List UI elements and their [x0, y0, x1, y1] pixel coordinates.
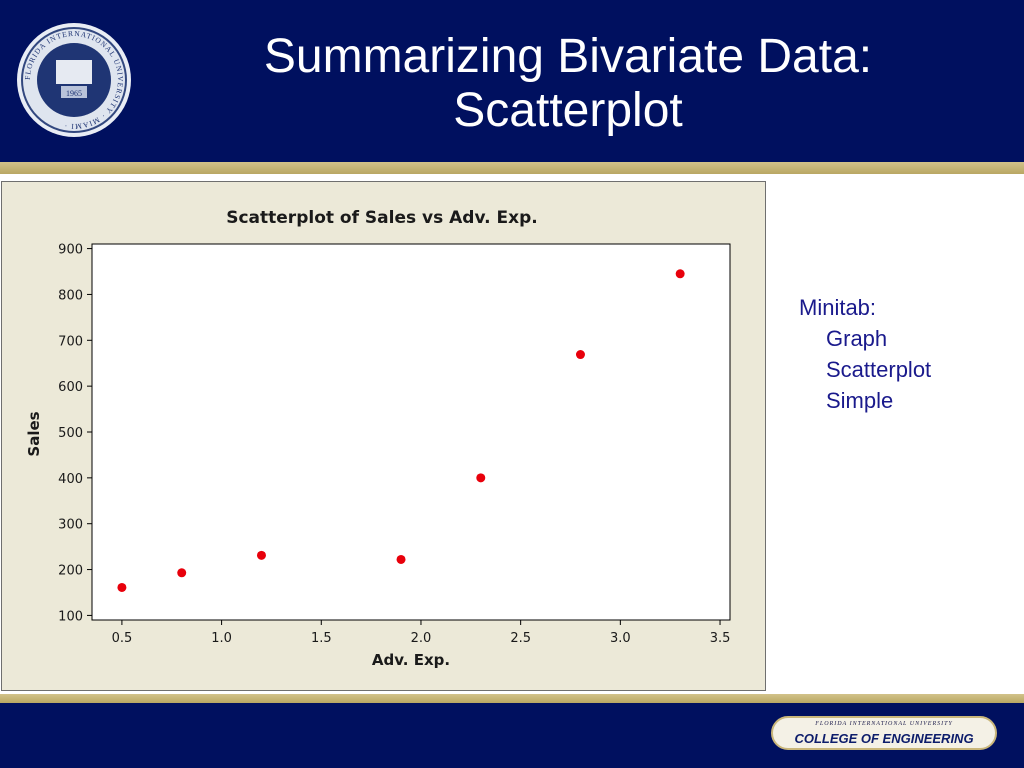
slide-title-line-1: Summarizing Bivariate Data:: [263, 30, 873, 83]
scatter-point: [117, 582, 127, 592]
scatter-point: [177, 568, 187, 578]
logo-university-text: FLORIDA INTERNATIONAL UNIVERSITY: [815, 721, 953, 727]
minitab-instructions: Minitab: Graph Scatterplot Simple: [799, 292, 931, 416]
x-tick-label: 2.0: [411, 631, 432, 646]
x-tick-label: 3.0: [610, 631, 631, 646]
scatter-point: [256, 550, 266, 560]
footer-gold-stripe: [0, 694, 1024, 703]
x-tick-label: 1.5: [311, 631, 332, 646]
y-axis: 100 200 300 400 500 600 700 800 900: [58, 243, 92, 624]
slide-title: Summarizing Bivariate Data: Scatterplot: [150, 30, 986, 138]
minitab-step-simple: Simple: [826, 388, 894, 413]
x-axis: 0.5 1.0 1.5 2.0 2.5 3.0 3.5: [112, 620, 731, 646]
minitab-step-scatterplot: Scatterplot: [826, 357, 932, 382]
x-axis-label: Adv. Exp.: [372, 651, 450, 669]
y-tick-label: 200: [58, 564, 83, 579]
logo-college-text: COLLEGE OF ENGINEERING: [794, 731, 974, 746]
y-axis-label: Sales: [25, 411, 43, 456]
header-band: [0, 0, 1024, 162]
scatter-point: [476, 473, 486, 483]
y-tick-label: 100: [58, 609, 83, 624]
y-tick-label: 400: [58, 472, 83, 487]
chart-title: Scatterplot of Sales vs Adv. Exp.: [226, 208, 538, 228]
x-tick-label: 3.5: [710, 631, 731, 646]
y-tick-label: 800: [58, 288, 83, 303]
plot-area: [91, 243, 731, 621]
x-tick-label: 2.5: [510, 631, 531, 646]
scatterplot-chart: Scatterplot of Sales vs Adv. Exp. 100 200…: [1, 181, 766, 691]
minitab-step-graph: Graph: [826, 326, 888, 351]
x-tick-label: 1.0: [211, 631, 232, 646]
y-tick-label: 700: [58, 334, 83, 349]
scatter-point: [575, 350, 585, 360]
y-tick-label: 600: [58, 380, 83, 395]
header-gold-stripe: [0, 162, 1024, 174]
college-of-engineering-logo: FLORIDA INTERNATIONAL UNIVERSITY COLLEGE…: [771, 716, 997, 750]
y-tick-label: 500: [58, 426, 83, 441]
seal-year: 1965: [66, 89, 82, 98]
slide-title-line-2: Scatterplot: [453, 84, 683, 137]
scatter-point: [396, 554, 406, 564]
y-tick-label: 300: [58, 518, 83, 533]
scatter-points: [117, 269, 685, 592]
scatter-point: [675, 269, 685, 279]
scatterplot-svg: Scatterplot of Sales vs Adv. Exp. 100 200…: [25, 208, 731, 669]
minitab-label: Minitab:: [799, 295, 877, 320]
x-tick-label: 0.5: [112, 631, 133, 646]
y-tick-label: 900: [58, 243, 83, 258]
fiu-seal-logo: FLORIDA INTERNATIONAL UNIVERSITY · MIAMI…: [17, 23, 131, 137]
